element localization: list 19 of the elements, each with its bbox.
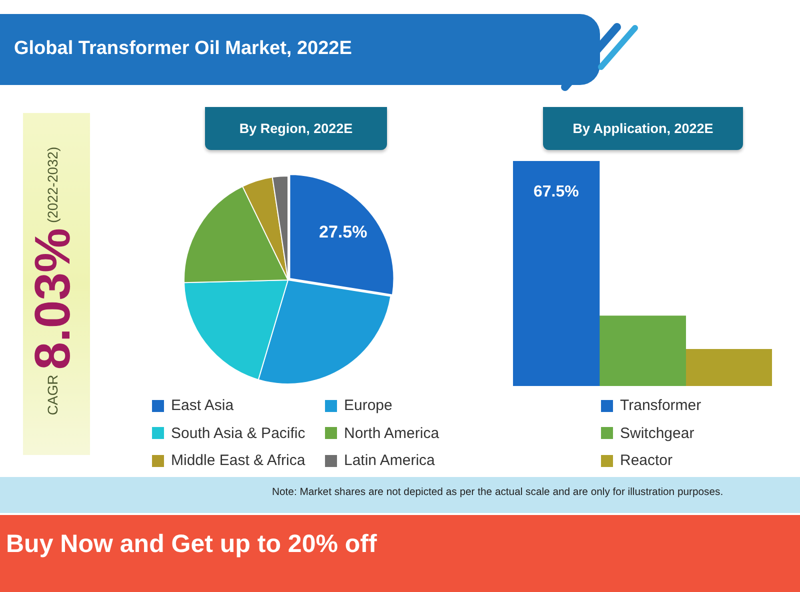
text: 8.03%: [24, 228, 80, 370]
legend-label: Switchgear: [620, 424, 694, 442]
text: Global Transformer Oil Market, 2022E: [14, 38, 352, 60]
legend-label: Transformer: [620, 397, 702, 414]
text: Note: Market shares are not depicted as per the actual scale and are only for illustration purposes.: [272, 487, 724, 498]
legend-label: Europe: [344, 397, 392, 414]
legend-label: North America: [344, 424, 440, 442]
text: (2022-2032): [44, 146, 60, 224]
legend-label: East Asia: [171, 397, 234, 414]
legend-label: Middle East & Africa: [171, 452, 306, 469]
chart-title: By Application, 2022E: [543, 107, 743, 150]
data-label: 27.5%: [319, 222, 368, 242]
text: CAGR: [44, 374, 60, 416]
legend-label: South Asia & Pacific: [171, 424, 306, 442]
data-label: 67.5%: [533, 183, 579, 200]
legend-label: Reactor: [620, 452, 673, 469]
legend-label: Latin America: [344, 452, 435, 469]
text: Buy Now and Get up to 20% off: [6, 529, 377, 559]
chart-title: By Region, 2022E: [205, 107, 387, 150]
